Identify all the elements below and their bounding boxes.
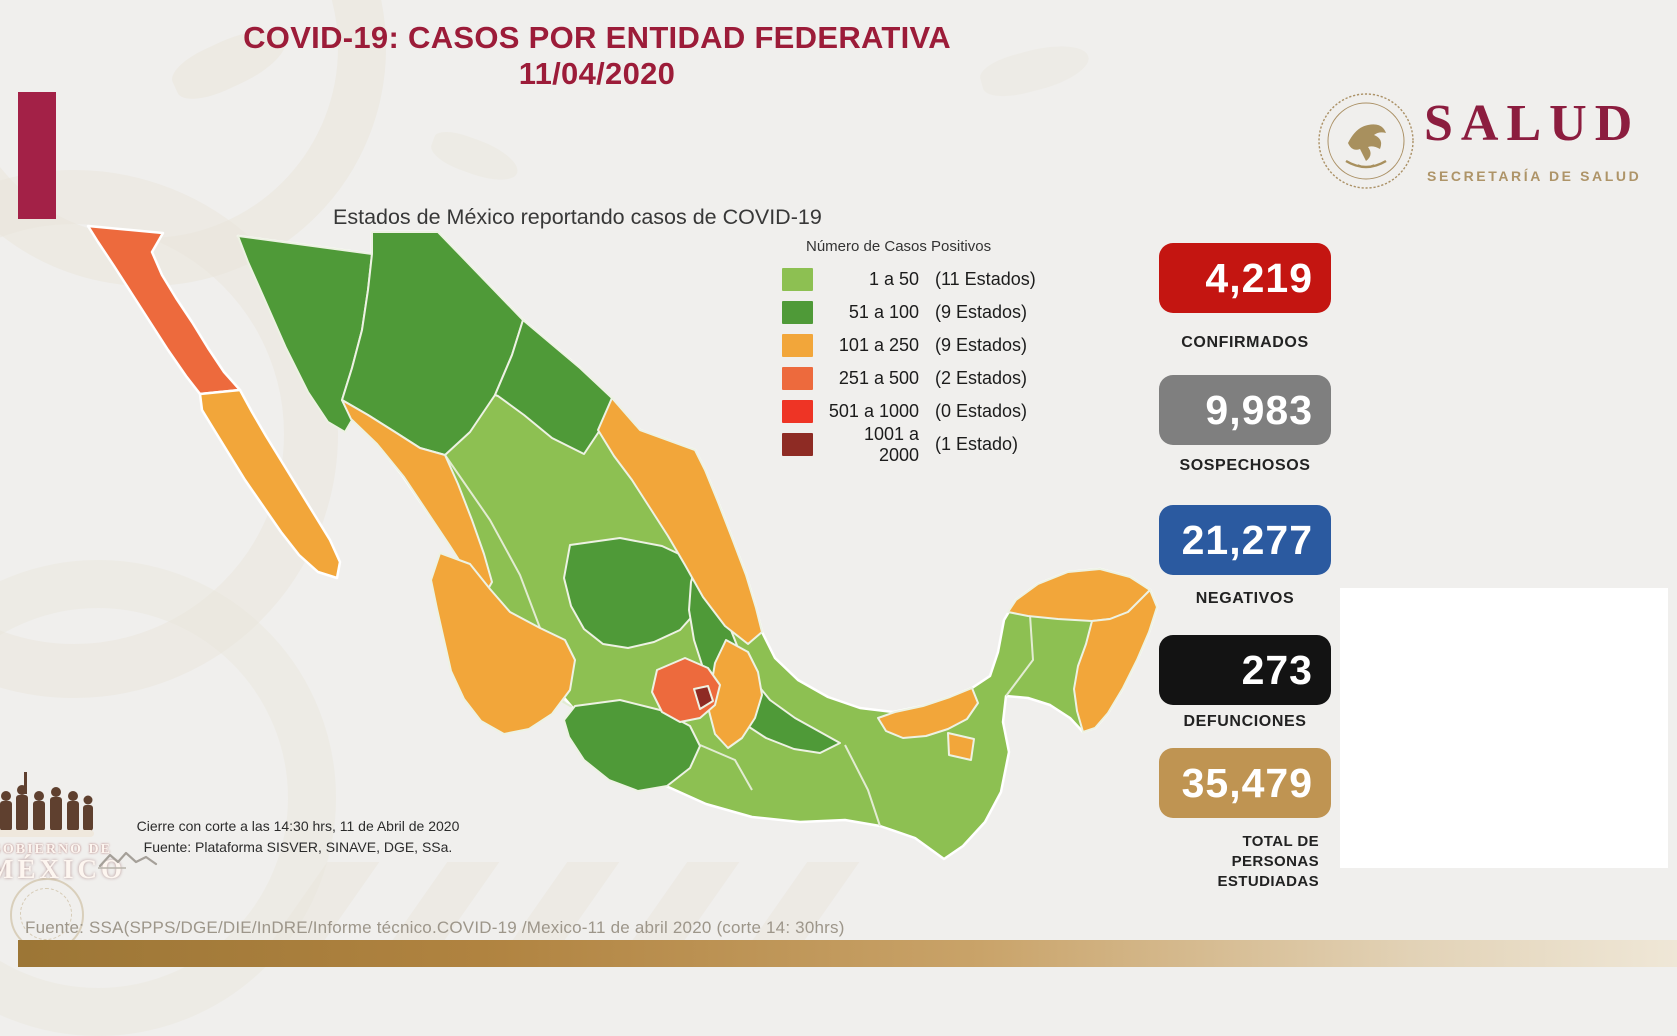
mountain-squiggle-icon xyxy=(98,851,158,869)
legend-range: 101 a 250 xyxy=(838,335,919,355)
legend-range: 51 a 100 xyxy=(848,302,919,322)
stat-negativos-value: 21,277 xyxy=(1159,505,1331,575)
state-chihuahua xyxy=(341,231,524,456)
gobierno-heroes-icon xyxy=(0,772,94,837)
legend-count: (9 Estados) xyxy=(935,335,1028,355)
maroon-accent-bar xyxy=(18,92,56,219)
stat-sospechosos-label: SOSPECHOSOS xyxy=(1179,457,1311,474)
page-title: COVID-19: CASOS POR ENTIDAD FEDERATIVA 1… xyxy=(97,20,1097,92)
state-yucatan xyxy=(1007,568,1151,622)
cutoff-line1: Cierre con corte a las 14:30 hrs, 11 de … xyxy=(136,818,460,834)
legend-count: (2 Estados) xyxy=(935,368,1028,388)
stat-estudiadas-label: TOTAL DE PERSONAS ESTUDIADAS xyxy=(1217,833,1319,890)
salud-wordmark: SALUD xyxy=(1424,95,1641,152)
legend-count: (11 Estados) xyxy=(935,269,1036,289)
state-nuevo-leon-tamaulipas xyxy=(597,397,763,645)
cutoff-line2: Fuente: Plataforma SISVER, SINAVE, DGE, … xyxy=(143,839,453,855)
map-legend: Número de Casos Positivos 1 a 50 (11 Est… xyxy=(768,238,1048,465)
legend-swatch xyxy=(782,334,813,357)
salud-subtitle: SECRETARÍA DE SALUD xyxy=(1427,168,1642,184)
stat-defunciones-label: DEFUNCIONES xyxy=(1183,713,1307,730)
legend-item: 1 a 50 (11 Estados) xyxy=(768,263,1048,296)
state-mexico xyxy=(651,657,721,723)
legend-item: 501 a 1000 (0 Estados) xyxy=(768,395,1048,428)
legend-count: (9 Estados) xyxy=(935,302,1028,322)
footer-gold-bar xyxy=(18,940,1677,967)
stat-confirmados-value: 4,219 xyxy=(1159,243,1331,313)
state-cdmx xyxy=(693,685,714,710)
legend-swatch xyxy=(782,301,813,324)
cutoff-note: Cierre con corte a las 14:30 hrs, 11 de … xyxy=(128,816,468,858)
state-border-line xyxy=(844,744,881,827)
legend-count: (0 Estados) xyxy=(935,401,1028,421)
legend-swatch xyxy=(782,400,813,423)
legend-range: 1 a 50 xyxy=(868,269,919,289)
legend-item: 51 a 100 (9 Estados) xyxy=(768,296,1048,329)
state-border-line xyxy=(558,659,576,708)
stat-defunciones-value: 273 xyxy=(1159,635,1331,705)
legend-range: 251 a 500 xyxy=(838,368,919,388)
legend-swatch xyxy=(782,268,813,291)
stat-sospechosos-value: 9,983 xyxy=(1159,375,1331,445)
stat-estudiadas-value: 35,479 xyxy=(1159,748,1331,818)
state-border-line xyxy=(444,454,541,629)
legend-item: 101 a 250 (9 Estados) xyxy=(768,329,1048,362)
salud-seal-icon xyxy=(1318,93,1414,189)
state-tabasco-east xyxy=(947,732,975,761)
page-title-line1: COVID-19: CASOS POR ENTIDAD FEDERATIVA xyxy=(243,20,951,55)
legend-range: 1001 a 2000 xyxy=(863,423,919,465)
legend-swatch xyxy=(782,367,813,390)
blank-white-panel xyxy=(1340,588,1668,868)
gobierno-wordmark-line1: GOBIERNO DE xyxy=(0,842,112,857)
legend-count: (1 Estado) xyxy=(935,434,1019,454)
state-border-line xyxy=(1005,614,1035,697)
stat-confirmados-label: CONFIRMADOS xyxy=(1181,334,1309,351)
state-border-line xyxy=(699,744,753,791)
state-san-luis-potosi-region xyxy=(563,537,703,649)
state-nayarit-jalisco xyxy=(430,552,576,735)
state-coahuila xyxy=(494,319,613,455)
state-guerrero xyxy=(563,699,701,792)
state-sinaloa xyxy=(341,399,493,592)
legend-item: 1001 a 2000 (1 Estado) xyxy=(768,424,1048,465)
state-tabasco xyxy=(877,687,979,739)
state-quintana-roo xyxy=(1073,589,1158,733)
footer-source-text: Fuente: SSA(SPPS/DGE/DIE/InDRE/Informe t… xyxy=(25,918,845,937)
stat-negativos-label: NEGATIVOS xyxy=(1195,590,1295,607)
legend-title: Número de Casos Positivos xyxy=(806,238,992,255)
legend-item: 251 a 500 (2 Estados) xyxy=(768,362,1048,395)
legend-range: 501 a 1000 xyxy=(828,401,919,421)
gobierno-wordmark-line2: MÉXICO xyxy=(0,854,126,884)
eagle-icon xyxy=(1348,124,1386,161)
state-puebla-tlaxcala xyxy=(708,639,763,749)
legend-swatch xyxy=(782,433,813,456)
page-title-date: 11/04/2020 xyxy=(518,56,676,91)
decor-blob xyxy=(426,125,524,189)
map-title: Estados de México reportando casos de CO… xyxy=(333,205,822,229)
state-veracruz xyxy=(688,557,841,754)
